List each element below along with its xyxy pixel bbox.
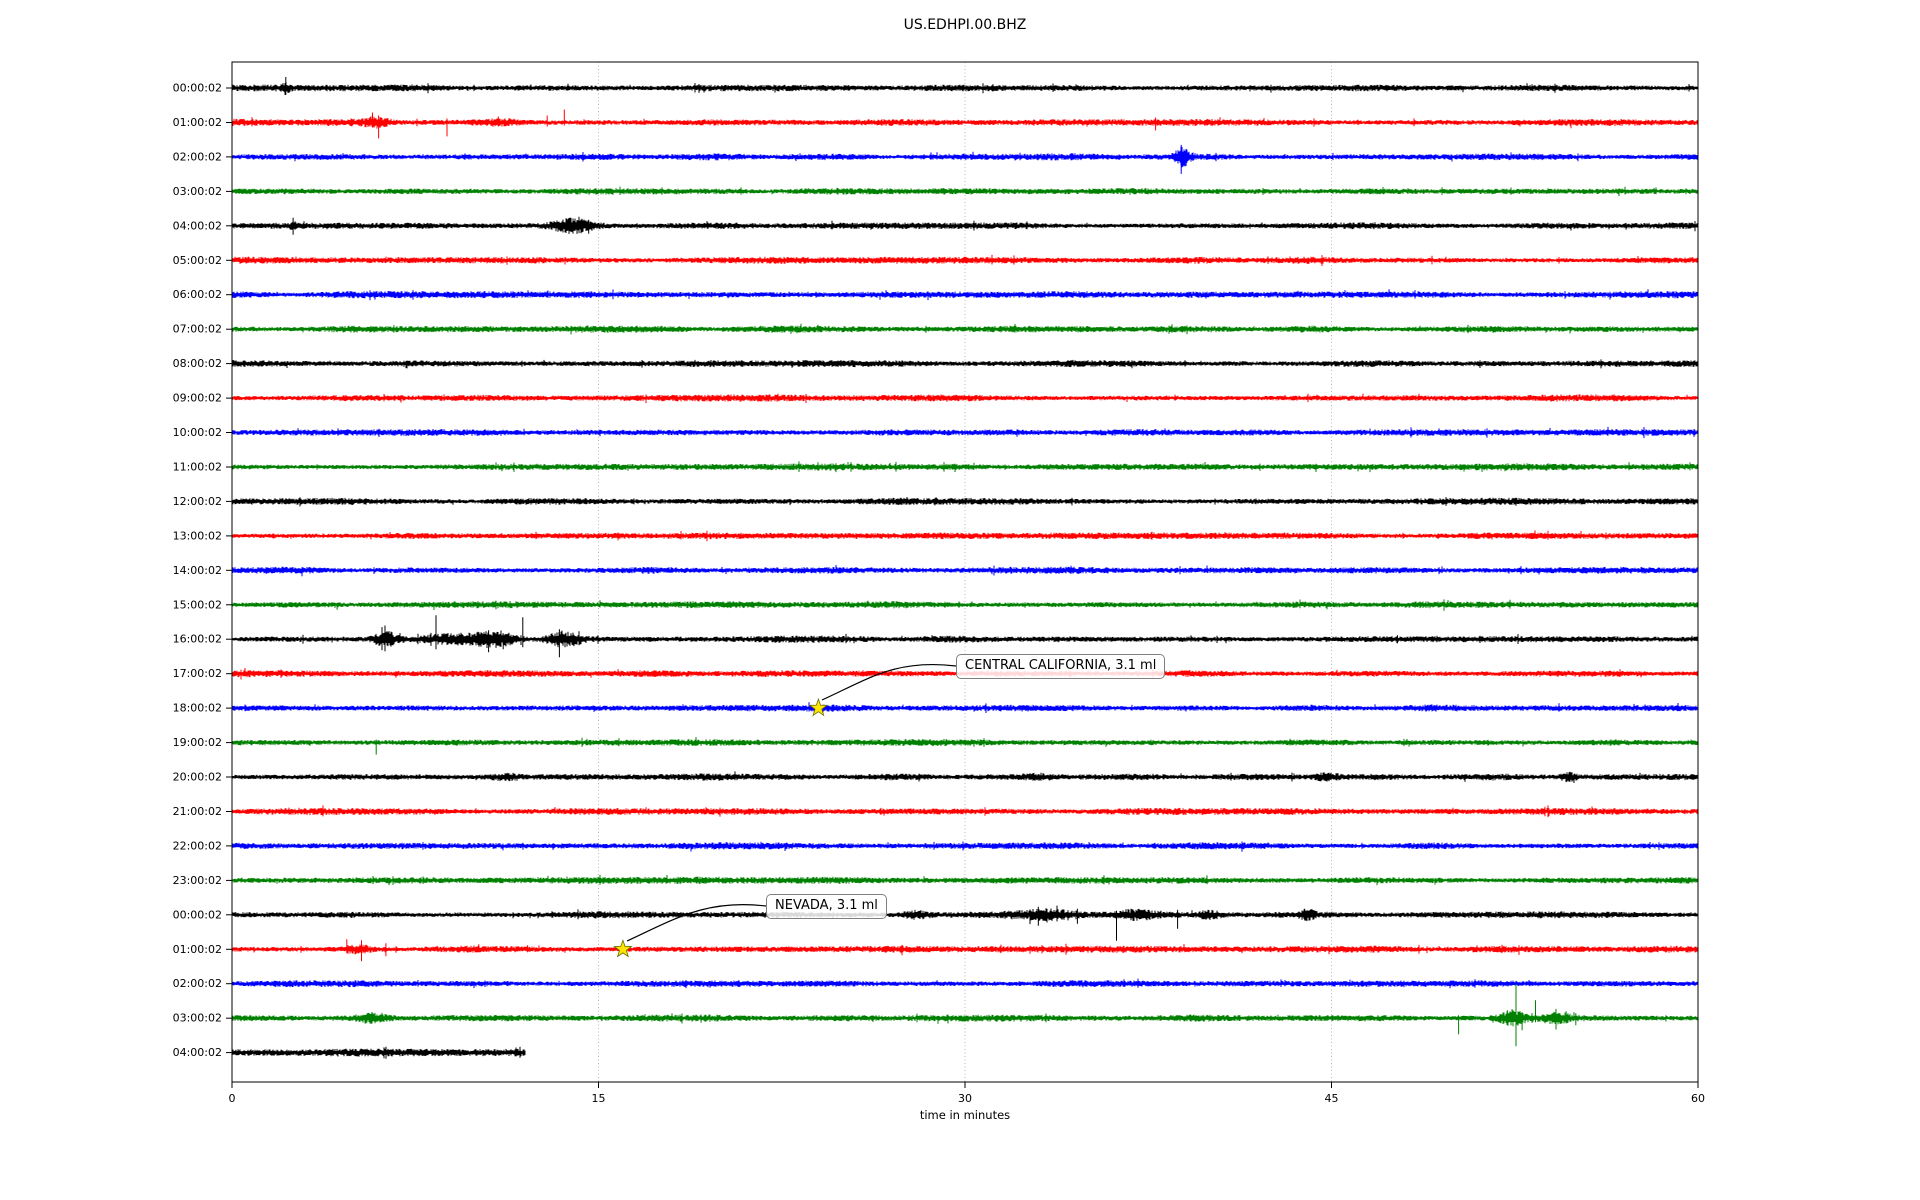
chart-title: US.EDHPI.00.BHZ bbox=[903, 17, 1027, 33]
trace-time-label: 15:00:02 bbox=[173, 598, 222, 611]
trace-row-28 bbox=[231, 1046, 526, 1059]
trace-time-label: 05:00:02 bbox=[173, 254, 222, 267]
trace-time-label: 09:00:02 bbox=[173, 392, 222, 405]
trace-row-6 bbox=[231, 289, 1699, 301]
x-tick-label: 30 bbox=[958, 1092, 972, 1105]
trace-row-10 bbox=[231, 426, 1699, 439]
event-star-marker bbox=[613, 939, 633, 958]
trace-row-12 bbox=[231, 497, 1699, 507]
event-arrow bbox=[821, 663, 957, 701]
trace-row-1 bbox=[231, 109, 1699, 139]
trace-time-label: 14:00:02 bbox=[173, 564, 222, 577]
trace-time-label: 18:00:02 bbox=[173, 702, 222, 715]
trace-time-label: 21:00:02 bbox=[173, 805, 222, 818]
trace-time-label: 02:00:02 bbox=[173, 977, 222, 990]
trace-time-label: 22:00:02 bbox=[173, 839, 222, 852]
trace-row-18 bbox=[231, 702, 1699, 713]
trace-row-23 bbox=[231, 874, 1699, 886]
trace-time-label: 12:00:02 bbox=[173, 495, 222, 508]
event-annotation-nevada: NEVADA, 3.1 ml bbox=[766, 894, 887, 919]
trace-time-label: 01:00:02 bbox=[173, 943, 222, 956]
trace-time-label: 08:00:02 bbox=[173, 357, 222, 370]
trace-time-label: 01:00:02 bbox=[173, 116, 222, 129]
trace-time-label: 19:00:02 bbox=[173, 736, 222, 749]
x-tick-label: 15 bbox=[592, 1092, 606, 1105]
trace-time-label: 13:00:02 bbox=[173, 529, 222, 542]
trace-time-label: 06:00:02 bbox=[173, 288, 222, 301]
trace-row-11 bbox=[231, 461, 1699, 473]
trace-time-label: 23:00:02 bbox=[173, 874, 222, 887]
trace-time-label: 10:00:02 bbox=[173, 426, 222, 439]
trace-row-13 bbox=[231, 530, 1699, 542]
trace-time-label: 03:00:02 bbox=[173, 185, 222, 198]
trace-row-5 bbox=[231, 254, 1699, 266]
trace-row-2 bbox=[231, 144, 1699, 174]
event-arrow bbox=[626, 903, 767, 942]
trace-time-label: 16:00:02 bbox=[173, 633, 222, 646]
trace-time-label: 00:00:02 bbox=[173, 82, 222, 95]
x-tick-label: 60 bbox=[1691, 1092, 1705, 1105]
x-tick-label: 45 bbox=[1325, 1092, 1339, 1105]
x-axis-label: time in minutes bbox=[920, 1108, 1010, 1122]
trace-time-label: 11:00:02 bbox=[173, 461, 222, 474]
trace-time-label: 20:00:02 bbox=[173, 771, 222, 784]
trace-time-label: 17:00:02 bbox=[173, 667, 222, 680]
x-tick-label: 0 bbox=[229, 1092, 236, 1105]
trace-time-label: 07:00:02 bbox=[173, 323, 222, 336]
trace-time-label: 02:00:02 bbox=[173, 150, 222, 163]
trace-time-label: 03:00:02 bbox=[173, 1012, 222, 1025]
event-annotation-central-california: CENTRAL CALIFORNIA, 3.1 ml bbox=[956, 654, 1166, 679]
trace-time-label: 04:00:02 bbox=[173, 219, 222, 232]
trace-time-label: 04:00:02 bbox=[173, 1046, 222, 1059]
event-star-marker bbox=[808, 697, 829, 717]
trace-time-label: 00:00:02 bbox=[173, 908, 222, 921]
